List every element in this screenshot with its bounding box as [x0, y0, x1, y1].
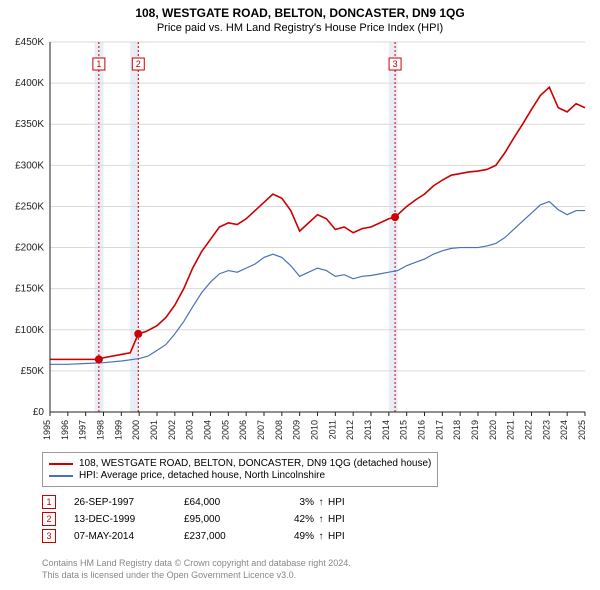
event-marker: 2 — [42, 512, 56, 526]
svg-text:2024: 2024 — [559, 420, 569, 440]
event-price: £64,000 — [184, 497, 274, 508]
legend-label: 108, WESTGATE ROAD, BELTON, DONCASTER, D… — [79, 458, 431, 469]
svg-text:1996: 1996 — [60, 420, 70, 440]
legend-swatch — [49, 475, 73, 477]
event-marker: 1 — [42, 495, 56, 509]
svg-text:2001: 2001 — [149, 420, 159, 440]
svg-text:2017: 2017 — [434, 420, 444, 440]
up-arrow-icon: ↑ — [314, 497, 328, 508]
svg-text:2022: 2022 — [524, 420, 534, 440]
svg-text:2010: 2010 — [310, 420, 320, 440]
event-marker: 3 — [42, 529, 56, 543]
legend-label: HPI: Average price, detached house, Nort… — [79, 470, 325, 481]
svg-text:1997: 1997 — [78, 420, 88, 440]
legend-item: HPI: Average price, detached house, Nort… — [49, 470, 431, 481]
event-date: 26-SEP-1997 — [74, 497, 184, 508]
svg-text:£350K: £350K — [15, 119, 44, 130]
event-hpi-label: HPI — [328, 531, 345, 542]
svg-text:£0: £0 — [33, 407, 45, 418]
event-pct: 49% — [274, 531, 314, 542]
svg-text:2007: 2007 — [256, 420, 266, 440]
event-row: 1 26-SEP-1997£64,0003%↑HPI — [42, 495, 345, 509]
svg-text:2013: 2013 — [363, 420, 373, 440]
svg-text:2014: 2014 — [381, 420, 391, 440]
event-row: 2 13-DEC-1999£95,00042%↑HPI — [42, 512, 345, 526]
svg-text:2005: 2005 — [220, 420, 230, 440]
svg-text:2020: 2020 — [488, 420, 498, 440]
attribution-line: Contains HM Land Registry data © Crown c… — [42, 558, 351, 570]
svg-text:2000: 2000 — [131, 420, 141, 440]
svg-text:£450K: £450K — [15, 37, 44, 48]
event-price: £95,000 — [184, 514, 274, 525]
svg-text:2015: 2015 — [399, 420, 409, 440]
svg-text:2003: 2003 — [185, 420, 195, 440]
event-row: 3 07-MAY-2014£237,00049%↑HPI — [42, 529, 345, 543]
svg-text:£300K: £300K — [15, 160, 44, 171]
svg-text:2012: 2012 — [345, 420, 355, 440]
svg-text:£200K: £200K — [15, 243, 44, 254]
svg-text:£50K: £50K — [21, 366, 45, 377]
legend-swatch — [49, 463, 73, 465]
up-arrow-icon: ↑ — [314, 514, 328, 525]
svg-text:£400K: £400K — [15, 78, 44, 89]
event-date: 13-DEC-1999 — [74, 514, 184, 525]
attribution-line: This data is licensed under the Open Gov… — [42, 570, 351, 582]
svg-text:2009: 2009 — [292, 420, 302, 440]
legend-item: 108, WESTGATE ROAD, BELTON, DONCASTER, D… — [49, 458, 431, 469]
attribution: Contains HM Land Registry data © Crown c… — [42, 558, 351, 581]
svg-text:£100K: £100K — [15, 325, 44, 336]
svg-text:£250K: £250K — [15, 201, 44, 212]
price-chart: £0 £50K £100K £150K £200K £250K £300K £350K £400… — [0, 0, 600, 450]
svg-text:2006: 2006 — [238, 420, 248, 440]
svg-text:2023: 2023 — [541, 420, 551, 440]
svg-text:2008: 2008 — [274, 420, 284, 440]
legend: 108, WESTGATE ROAD, BELTON, DONCASTER, D… — [42, 452, 438, 487]
svg-text:1995: 1995 — [42, 420, 52, 440]
event-price: £237,000 — [184, 531, 274, 542]
svg-text:2016: 2016 — [417, 420, 427, 440]
svg-text:2: 2 — [136, 59, 141, 69]
up-arrow-icon: ↑ — [314, 531, 328, 542]
svg-text:2011: 2011 — [327, 420, 337, 439]
svg-text:1: 1 — [96, 59, 101, 69]
event-pct: 3% — [274, 497, 314, 508]
event-table: 126-SEP-1997£64,0003%↑HPI213-DEC-1999£95… — [42, 492, 345, 546]
event-date: 07-MAY-2014 — [74, 531, 184, 542]
svg-text:3: 3 — [393, 59, 398, 69]
svg-text:1999: 1999 — [113, 420, 123, 440]
svg-text:2019: 2019 — [470, 420, 480, 440]
svg-text:2004: 2004 — [203, 420, 213, 440]
svg-text:2002: 2002 — [167, 420, 177, 440]
event-pct: 42% — [274, 514, 314, 525]
event-hpi-label: HPI — [328, 497, 345, 508]
svg-text:2021: 2021 — [506, 420, 516, 440]
svg-text:2025: 2025 — [577, 420, 587, 440]
svg-text:1998: 1998 — [96, 420, 106, 440]
svg-text:2018: 2018 — [452, 420, 462, 440]
event-hpi-label: HPI — [328, 514, 345, 525]
svg-text:£150K: £150K — [15, 284, 44, 295]
